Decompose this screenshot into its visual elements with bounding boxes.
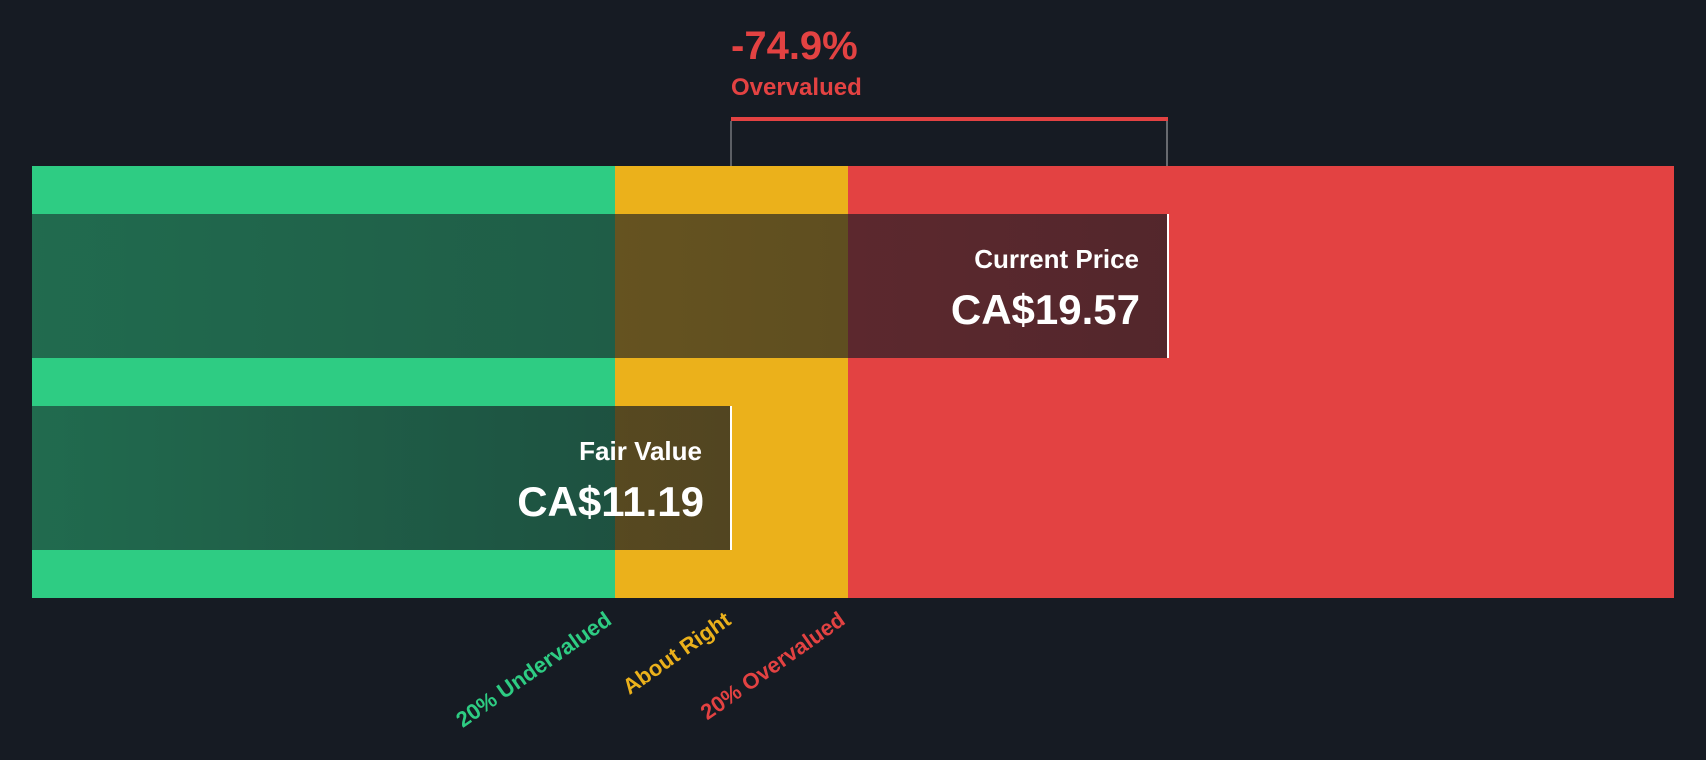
difference-bracket-top — [731, 117, 1168, 121]
current-price-value: CA$19.57 — [950, 286, 1140, 333]
valuation-status: Overvalued — [731, 74, 862, 101]
label-undervalued: 20% Undervalued — [450, 606, 616, 733]
current-price-bar — [32, 214, 1169, 358]
valuation-percent: -74.9% — [731, 24, 858, 68]
current-price-label: Current Price — [974, 244, 1139, 274]
label-about-right: About Right — [617, 606, 736, 700]
fair-value-bar — [32, 406, 732, 550]
fair-value-value: CA$11.19 — [517, 478, 704, 525]
fair-value-label: Fair Value — [579, 436, 702, 466]
